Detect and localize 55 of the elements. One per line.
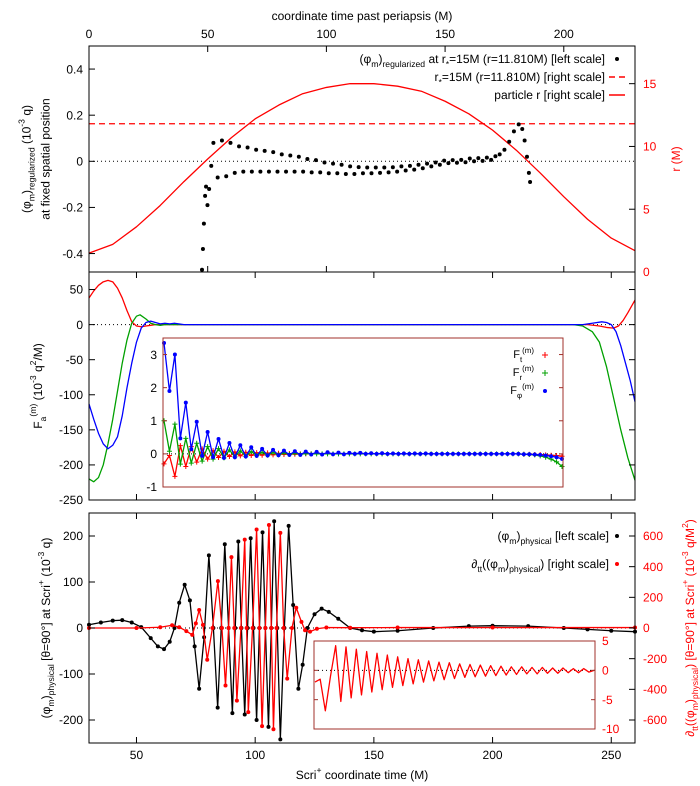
y-tick-label: 0 [76,318,84,332]
y-tick-label: 2 [150,380,158,395]
y2-tick-label: 5 [643,202,650,216]
x-axis-title: Scri$^{+}$ coordinate time (M) [296,765,428,782]
y-tick-label: -50 [66,352,84,367]
y2-tick-label: 200 [643,590,664,605]
legend-label: (φ$_{m}$)$_{regularized}$ at r$_{*}$=15M (r=11.810M) [left scale] [359,52,605,69]
y-tick-label: -1 [146,480,158,494]
y2-tick-label: 0 [643,265,650,280]
y-tick-label: 0.2 [66,108,84,122]
y-tick-label: 50 [70,282,84,297]
x-tick-label: 50 [130,748,144,762]
x-axis-title: coordinate time past periapsis (M) [272,9,452,23]
y2-tick-label: 400 [643,560,664,574]
y-tick-label: -100 [58,667,84,682]
y2-tick-label: -600 [643,713,668,728]
legend-label: (φ$_{m}$)$_{physical}$ [left scale] [498,529,609,546]
y-tick-label: 1 [150,414,158,428]
x-tick-label: 250 [601,748,622,762]
x-tick-label: 100 [245,748,266,762]
x-tick-label: 50 [201,27,215,41]
y-tick-label: -200 [58,458,84,472]
y2-tick-label: 10 [643,140,657,154]
y-tick-label: 0.4 [66,62,84,76]
y-tick-label: -250 [58,493,84,508]
x-tick-label: 0 [86,27,93,41]
y-tick-label: 0 [76,154,84,169]
y-tick-label: -0.2 [62,200,84,215]
y-tick-label: 0 [602,664,609,678]
x-tick-label: 200 [554,27,574,41]
y-tick-label: -0.4 [62,246,84,261]
y-tick-label: 100 [62,575,84,590]
x-tick-label: 150 [435,27,456,41]
y-tick-label: -150 [58,423,84,438]
y-tick-label: 0 [150,447,158,462]
y2-tick-label: 0 [643,621,650,636]
legend-label: particle r [right scale] [494,88,605,102]
x-tick-label: 100 [316,27,337,41]
y2-tick-label: -400 [643,682,668,697]
legend-label: r$_{*}$=15M (r=11.810M) [right scale] [434,70,605,87]
x-tick-label: 150 [364,748,384,762]
y2-tick-label: 15 [643,76,657,91]
legend-label: ∂$_{tt}$((φ$_{m}$)$_{physical}$) [right scale] [471,557,609,574]
y-tick-label: -100 [58,388,84,402]
y-tick-label: -5 [602,692,613,707]
y-tick-label: -200 [58,713,84,728]
y-tick-label: -10 [602,722,620,736]
y-tick-label: 0 [76,621,84,636]
y2-tick-label: 600 [643,529,664,544]
y-tick-label: 200 [62,529,84,544]
y-tick-label: 5 [602,634,609,648]
y-tick-label: 3 [150,348,158,362]
y2-tick-label: -200 [643,652,668,666]
x-tick-label: 200 [482,748,503,762]
y2-axis-title: r (M) [669,146,683,172]
